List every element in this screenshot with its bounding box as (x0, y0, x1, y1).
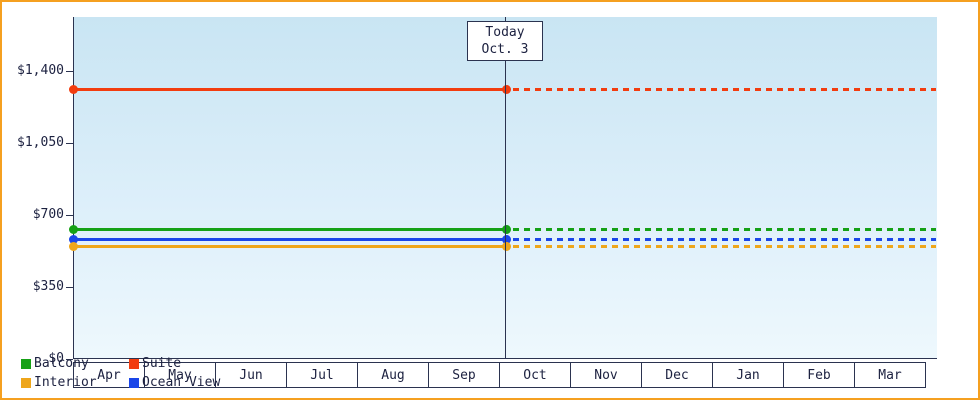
y-axis-tick-mark (66, 359, 73, 360)
series-line-balcony (69, 224, 938, 234)
legend-swatch (21, 377, 31, 388)
legend-label: Balcony (34, 356, 89, 371)
x-axis-month-cell: Nov (570, 362, 642, 388)
today-label-line2: Oct. 3 (481, 42, 529, 57)
series-start-marker (69, 235, 78, 245)
y-axis-tick-mark (66, 71, 73, 72)
series-solid-segment (74, 245, 506, 249)
legend-item-balcony[interactable]: Balcony (21, 356, 129, 371)
legend-swatch (129, 358, 139, 369)
legend: Balcony Suite Interior Ocean View (21, 356, 220, 390)
x-axis-month-cell: Oct (499, 362, 571, 388)
y-axis-tick-mark (66, 215, 73, 216)
series-start-marker (69, 85, 78, 94)
y-axis-tick-label: $1,050 (17, 135, 64, 150)
series-line-ocean-view (69, 235, 938, 245)
today-label-line1: Today (485, 25, 525, 40)
series-line-suite (69, 85, 938, 94)
y-axis-tick-mark (66, 287, 73, 288)
today-label-box: Today Oct. 3 (467, 21, 543, 61)
series-today-marker (501, 235, 511, 245)
series-today-marker (501, 242, 511, 252)
legend-label: Interior (34, 375, 97, 390)
legend-item-interior[interactable]: Interior (21, 375, 129, 390)
series-today-marker (501, 224, 511, 234)
y-axis-tick-label: $1,400 (17, 63, 64, 78)
series-dotted-segment (513, 227, 936, 231)
series-solid-segment (74, 238, 506, 242)
x-axis-month-cell: Jan (712, 362, 784, 388)
x-axis-month-cell: Aug (357, 362, 429, 388)
series-solid-segment (74, 88, 506, 91)
legend-swatch (21, 358, 31, 369)
series-today-marker (501, 85, 511, 94)
x-axis-month-cell: Sep (428, 362, 500, 388)
legend-swatch (129, 377, 139, 388)
series-start-marker (69, 242, 78, 252)
legend-item-ocean-view[interactable]: Ocean View (129, 375, 220, 390)
y-axis-tick-label: $350 (32, 279, 64, 294)
series-dotted-segment (513, 238, 936, 242)
series-line-interior (69, 242, 938, 252)
x-axis-month-cell: Jul (286, 362, 358, 388)
x-axis-month-cell: Feb (783, 362, 855, 388)
x-axis-month-cell: Jun (215, 362, 287, 388)
legend-label: Suite (142, 356, 182, 371)
series-dotted-segment (513, 245, 936, 249)
series-start-marker (69, 224, 78, 234)
x-axis-month-cell: Dec (641, 362, 713, 388)
today-line (505, 17, 506, 359)
legend-label: Ocean View (142, 375, 221, 390)
y-axis-tick-label: $700 (32, 207, 64, 222)
series-solid-segment (74, 227, 506, 231)
x-axis-month-cell: Mar (854, 362, 926, 388)
legend-item-suite[interactable]: Suite (129, 356, 220, 371)
x-axis-month-cell: May (144, 362, 216, 388)
y-axis-tick-mark (66, 143, 73, 144)
y-axis-tick-label: $0 (48, 351, 64, 366)
series-dotted-segment (513, 88, 936, 91)
